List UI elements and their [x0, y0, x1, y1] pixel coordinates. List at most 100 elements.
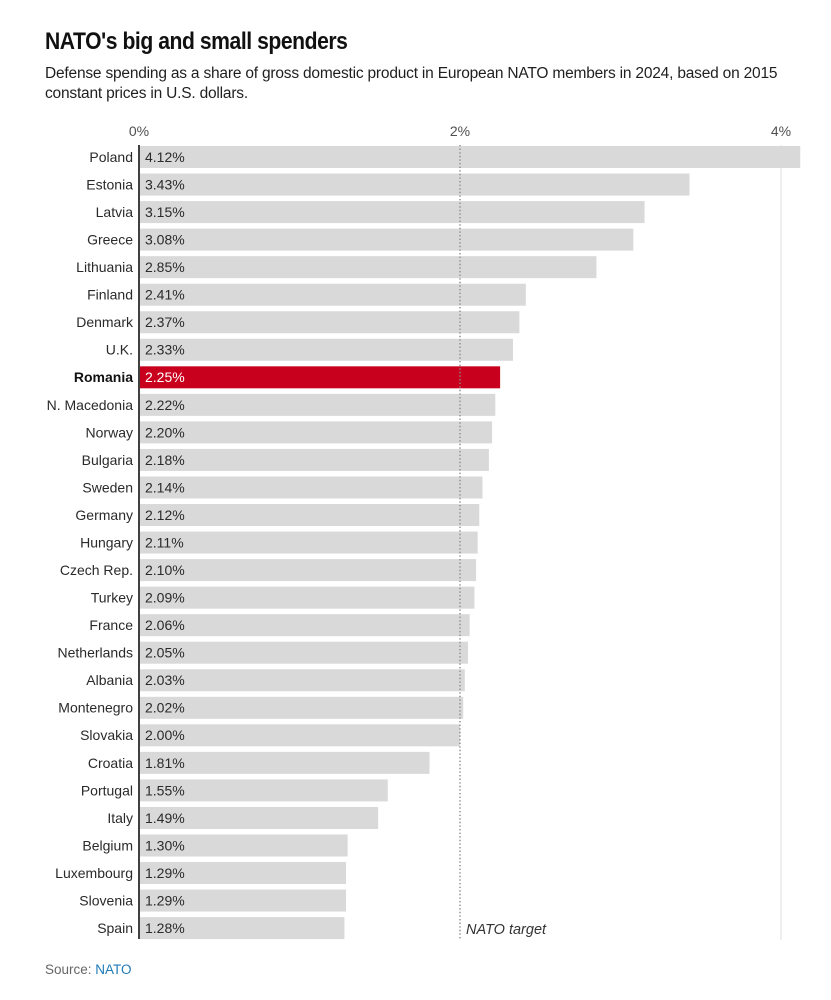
- value-label-estonia: 3.43%: [145, 176, 185, 192]
- reference-line-group: NATO target: [459, 145, 547, 940]
- reference-line-label: NATO target: [466, 922, 547, 938]
- category-label-estonia: Estonia: [86, 176, 133, 192]
- bar-portugal: [140, 779, 388, 802]
- value-label-slovakia: 2.00%: [145, 727, 185, 743]
- bar-norway: [140, 421, 493, 444]
- chart-title: NATO's big and small spenders: [45, 28, 348, 55]
- bar-u-k: [140, 338, 513, 361]
- value-label-albania: 2.03%: [145, 672, 185, 688]
- bar-france: [140, 614, 470, 637]
- category-label-czech-rep: Czech Rep.: [60, 562, 133, 578]
- value-label-portugal: 1.55%: [145, 782, 185, 798]
- value-label-u-k: 2.33%: [145, 342, 185, 358]
- category-label-denmark: Denmark: [76, 314, 134, 330]
- bar-sweden: [140, 476, 483, 499]
- value-label-lithuania: 2.85%: [145, 259, 185, 275]
- category-label-lithuania: Lithuania: [76, 259, 133, 275]
- category-label-turkey: Turkey: [91, 590, 133, 606]
- x-axis-ticks: 0% 2% 4%: [129, 123, 791, 139]
- category-label-romania: Romania: [74, 369, 133, 385]
- category-label-luxembourg: Luxembourg: [55, 865, 133, 881]
- category-label-albania: Albania: [86, 672, 133, 688]
- bar-slovakia: [140, 724, 460, 747]
- value-label-belgium: 1.30%: [145, 837, 185, 853]
- bar-hungary: [140, 531, 478, 554]
- bar-n-macedonia: [140, 393, 496, 416]
- value-label-poland: 4.12%: [145, 149, 185, 165]
- value-label-turkey: 2.09%: [145, 590, 185, 606]
- value-label-hungary: 2.11%: [145, 534, 184, 550]
- category-label-greece: Greece: [87, 232, 133, 248]
- bar-netherlands: [140, 641, 469, 664]
- category-label-italy: Italy: [107, 810, 133, 826]
- value-label-romania: 2.25%: [145, 369, 185, 385]
- bar-latvia: [140, 201, 645, 224]
- category-label-croatia: Croatia: [88, 755, 133, 771]
- bar-montenegro: [140, 696, 464, 719]
- category-label-portugal: Portugal: [81, 782, 133, 798]
- value-label-france: 2.06%: [145, 617, 185, 633]
- bar-bulgaria: [140, 448, 489, 471]
- category-label-netherlands: Netherlands: [58, 645, 134, 661]
- value-label-slovenia: 1.29%: [145, 892, 185, 908]
- bar-slovenia: [140, 889, 347, 912]
- value-label-latvia: 3.15%: [145, 204, 185, 220]
- bar-estonia: [140, 173, 690, 196]
- category-label-montenegro: Montenegro: [58, 700, 133, 716]
- source-label: Source:: [45, 962, 92, 977]
- bars: [140, 146, 801, 940]
- category-label-u-k: U.K.: [106, 342, 133, 358]
- value-label-montenegro: 2.02%: [145, 700, 185, 716]
- value-label-bulgaria: 2.18%: [145, 452, 185, 468]
- bar-turkey: [140, 586, 475, 609]
- category-label-norway: Norway: [86, 424, 133, 440]
- bar-greece: [140, 228, 634, 251]
- bar-finland: [140, 283, 526, 306]
- value-label-luxembourg: 1.29%: [145, 865, 185, 881]
- category-label-slovakia: Slovakia: [80, 727, 133, 743]
- bar-germany: [140, 504, 480, 527]
- bar-romania: [140, 366, 501, 389]
- bar-italy: [140, 806, 379, 829]
- bar-luxembourg: [140, 862, 347, 885]
- category-label-belgium: Belgium: [82, 837, 133, 853]
- chart-subtitle: Defense spending as a share of gross dom…: [45, 65, 778, 102]
- labels: Poland 4.12% Estonia 3.43% Latvia 3.15% Greece…: [47, 149, 185, 936]
- bar-belgium: [140, 834, 348, 857]
- category-label-hungary: Hungary: [80, 534, 133, 550]
- category-label-latvia: Latvia: [96, 204, 134, 220]
- category-label-germany: Germany: [75, 507, 133, 523]
- value-label-spain: 1.28%: [145, 920, 185, 936]
- bar-albania: [140, 669, 465, 692]
- bar-spain: [140, 917, 345, 940]
- category-label-sweden: Sweden: [82, 479, 133, 495]
- source-note: Source: NATO: [45, 961, 132, 979]
- value-label-n-macedonia: 2.22%: [145, 397, 185, 413]
- value-label-greece: 3.08%: [145, 232, 185, 248]
- value-label-czech-rep: 2.10%: [145, 562, 185, 578]
- x-tick-label-0: 0%: [129, 123, 149, 139]
- value-label-sweden: 2.14%: [145, 479, 185, 495]
- value-label-croatia: 1.81%: [145, 755, 185, 771]
- bar-croatia: [140, 751, 430, 774]
- source-link[interactable]: NATO: [95, 962, 132, 977]
- value-label-finland: 2.41%: [145, 287, 185, 303]
- bar-denmark: [140, 311, 520, 334]
- bar-poland: [140, 146, 801, 168]
- category-label-bulgaria: Bulgaria: [82, 452, 134, 468]
- category-label-n-macedonia: N. Macedonia: [47, 397, 134, 413]
- category-label-poland: Poland: [89, 149, 133, 165]
- value-label-italy: 1.49%: [145, 810, 185, 826]
- bar-czech-rep: [140, 559, 477, 582]
- value-label-norway: 2.20%: [145, 424, 185, 440]
- category-label-finland: Finland: [87, 287, 133, 303]
- category-label-slovenia: Slovenia: [79, 892, 133, 908]
- value-label-denmark: 2.37%: [145, 314, 185, 330]
- value-label-netherlands: 2.05%: [145, 645, 185, 661]
- x-tick-label-2: 2%: [450, 123, 470, 139]
- category-label-spain: Spain: [97, 920, 133, 936]
- x-tick-label-4: 4%: [771, 123, 791, 139]
- value-label-germany: 2.12%: [145, 507, 185, 523]
- bar-lithuania: [140, 256, 597, 279]
